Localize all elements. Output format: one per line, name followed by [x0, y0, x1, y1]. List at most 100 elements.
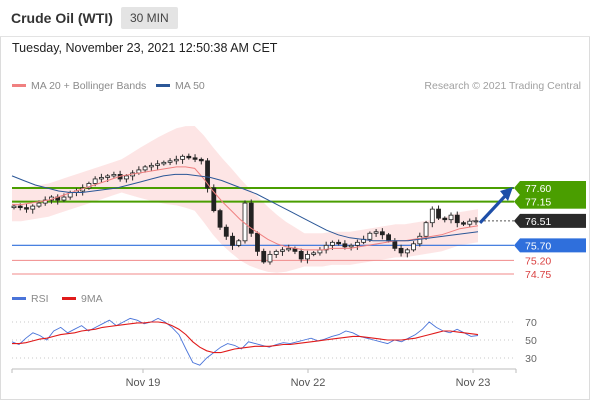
rsi-label: RSI — [31, 293, 49, 305]
candle-body — [236, 240, 242, 246]
candle-body — [92, 178, 98, 184]
candle-body — [323, 244, 329, 251]
instrument-title: Crude Oil (WTI) — [11, 10, 113, 26]
candle-body — [423, 222, 429, 237]
candle-body — [367, 232, 373, 240]
price-tag-75-20: 75.20 — [525, 255, 551, 267]
candle-body — [330, 241, 335, 246]
candle-body — [467, 220, 473, 225]
chart-header: Crude Oil (WTI) 30 MIN — [0, 0, 590, 37]
rsi-swatch — [12, 296, 26, 300]
candle-body — [417, 235, 423, 245]
candle-body — [392, 240, 398, 249]
legend-ma20: MA 20 + Bollinger Bands — [12, 80, 146, 92]
price-tag-bg — [514, 181, 586, 195]
candle-body — [286, 247, 292, 251]
candle-body — [167, 160, 173, 163]
candle-body — [373, 231, 379, 234]
candle-body — [30, 205, 36, 210]
x-tick-label: Nov 19 — [126, 377, 161, 389]
price-tag-label: 75.20 — [525, 255, 551, 267]
price-tag-75-70: 75.70 — [514, 238, 586, 253]
candle-body — [298, 250, 304, 260]
candle-body — [217, 210, 223, 228]
candle-body — [461, 222, 466, 225]
ma50-label: MA 50 — [175, 80, 205, 92]
candle-body — [442, 217, 448, 221]
candle-body — [155, 163, 160, 166]
price-tag-label: 77.60 — [525, 183, 551, 195]
rsi-ma-swatch — [62, 296, 76, 300]
candle-body — [173, 158, 179, 162]
candle-body — [198, 158, 204, 162]
price-tag-label: 76.51 — [525, 216, 551, 228]
candle-body — [473, 220, 479, 223]
candle-body — [404, 249, 410, 254]
price-tag-label: 75.70 — [525, 240, 551, 252]
forecast-arrow-head — [500, 187, 513, 201]
candle-body — [192, 157, 198, 160]
candle-body — [436, 208, 441, 219]
candle-body — [161, 161, 167, 165]
ma20-swatch — [12, 83, 26, 87]
candle-body — [223, 226, 229, 237]
candle-body — [386, 234, 391, 242]
candle-body — [261, 250, 267, 263]
candle-body — [211, 187, 217, 212]
legend-ma50: MA 50 — [156, 80, 205, 92]
candle-body — [142, 166, 148, 171]
candle-body — [280, 249, 285, 252]
candle-body — [148, 164, 154, 168]
candle-body — [61, 196, 67, 201]
timeframe-badge[interactable]: 30 MIN — [121, 7, 178, 29]
candle-body — [42, 199, 48, 204]
candle-body — [305, 253, 310, 260]
candle-body — [123, 175, 129, 180]
candle-body — [255, 232, 260, 252]
bollinger-band-area — [12, 126, 478, 273]
candle-body — [11, 205, 17, 209]
candle-body — [454, 214, 460, 224]
forecast-arrow-shaft — [478, 193, 508, 224]
ma50-swatch — [156, 83, 170, 87]
candle-body — [311, 252, 317, 255]
candle-body — [24, 207, 29, 210]
candle-body — [36, 202, 42, 207]
candle-body — [429, 208, 435, 224]
price-tag-bg — [514, 194, 586, 209]
candle-body — [186, 155, 192, 159]
candle-body — [411, 243, 416, 251]
candle-body — [180, 155, 185, 160]
candle-body — [105, 175, 111, 178]
rsi-ma-line — [12, 321, 479, 354]
price-tag-77-60: 77.60 — [514, 181, 586, 195]
rsi-tick-label: 70 — [525, 317, 537, 329]
candle-body — [336, 241, 342, 245]
price-tag-label: 74.75 — [525, 269, 551, 281]
candle-body — [267, 253, 273, 263]
rsi-tick-label: 30 — [525, 353, 537, 365]
candle-body — [348, 244, 354, 248]
credit-text: Research © 2021 Trading Central — [424, 80, 581, 92]
candle-body — [398, 247, 404, 254]
candle-body — [448, 214, 454, 221]
candle-body — [111, 174, 117, 177]
candle-body — [273, 250, 279, 255]
ma50-line — [11, 173, 479, 242]
price-tag-74-75: 74.75 — [525, 269, 551, 281]
candle-body — [342, 243, 348, 248]
candle-body — [248, 202, 254, 234]
candle-body — [230, 235, 235, 246]
timestamp: Tuesday, November 23, 2021 12:50:38 AM C… — [12, 41, 278, 55]
candle-body — [99, 177, 104, 180]
x-tick-label: Nov 23 — [456, 377, 491, 389]
candle-body — [379, 231, 385, 236]
price-tag-76-51: 76.51 — [514, 213, 586, 228]
candle-body — [205, 160, 210, 189]
rsi-tick-label: 50 — [525, 335, 537, 347]
price-tag-label: 77.15 — [525, 197, 551, 209]
price-tag-77-15: 77.15 — [514, 194, 586, 209]
price-tag-bg — [514, 213, 586, 228]
legend-rsi-ma: 9MA — [62, 293, 103, 305]
